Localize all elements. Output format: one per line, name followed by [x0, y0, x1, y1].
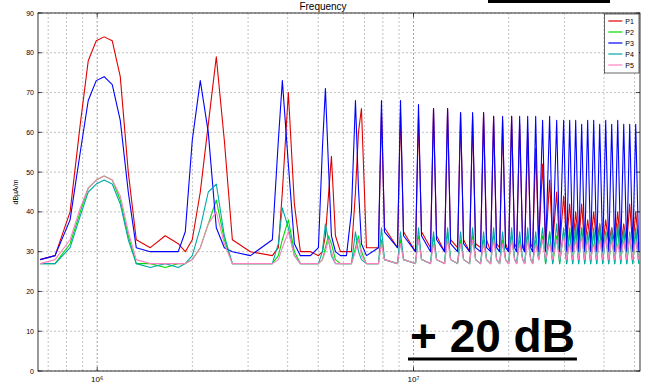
minor-grid-line: [343, 13, 344, 371]
top-bar: [488, 0, 610, 3]
y-tick: [38, 172, 42, 173]
y-tick-label: 20: [26, 288, 34, 295]
y-tick-label: 0: [30, 368, 34, 375]
legend-swatch: [608, 20, 622, 21]
annotation-underline: [408, 358, 577, 361]
annotation: + 20 dB: [410, 310, 575, 362]
grid: [38, 13, 640, 371]
legend-label: P1: [625, 18, 634, 25]
y-tick: [38, 251, 42, 252]
y-tick: [636, 291, 640, 292]
legend-swatch: [608, 42, 622, 43]
series-line: [40, 176, 639, 267]
minor-grid-line: [318, 13, 319, 371]
legend-swatch: [608, 31, 622, 32]
legend-box: [604, 14, 639, 73]
minor-grid-line: [248, 13, 249, 371]
y-tick: [636, 13, 640, 14]
legend-label: P2: [625, 29, 634, 36]
chart-title: Frequency: [299, 1, 346, 12]
legend-swatch: [608, 64, 622, 65]
y-tick: [38, 291, 42, 292]
y-tick: [636, 132, 640, 133]
y-grid-line: [38, 291, 640, 292]
y-tick-label: 70: [26, 89, 34, 96]
y-tick: [38, 92, 42, 93]
series-line: [40, 176, 639, 264]
x-tick-label: 10⁶: [91, 375, 103, 384]
legend-label: P4: [625, 51, 634, 58]
y-tick-label: 80: [26, 49, 34, 56]
y-tick: [636, 211, 640, 212]
x-tick: [97, 367, 98, 371]
y-tick-label: 90: [26, 10, 34, 17]
y-tick: [38, 13, 42, 14]
y-tick: [636, 331, 640, 332]
y-tick-label: 40: [26, 208, 34, 215]
y-grid-line: [38, 52, 640, 53]
legend: P1 P2 P3 P4 P5: [604, 14, 639, 73]
y-tick: [38, 52, 42, 53]
minor-grid-line: [48, 13, 49, 371]
series-line: [40, 180, 639, 268]
minor-grid-line: [287, 13, 288, 371]
x-tick: [97, 13, 98, 17]
y-tick: [38, 211, 42, 212]
y-grid-line: [38, 92, 640, 93]
legend-label: P3: [625, 40, 634, 47]
minor-grid-line: [192, 13, 193, 371]
series-group: [40, 37, 639, 268]
chart: 0 10 20 30 40 50 60 70 80 90 10⁶ 10⁷ Frequency dBµA/m…: [0, 0, 654, 389]
y-tick-label: 10: [26, 328, 34, 335]
y-tick: [636, 251, 640, 252]
y-tick-label: 60: [26, 129, 34, 136]
plot-background: [38, 13, 640, 371]
y-tick-label: 30: [26, 248, 34, 255]
x-tick-label: 10⁷: [408, 375, 420, 384]
y-grid-line: [38, 251, 640, 252]
y-axis-title: dBµA/m: [12, 179, 20, 204]
y-grid-line: [38, 211, 640, 212]
minor-grid-line: [66, 13, 67, 371]
minor-grid-line: [82, 13, 83, 371]
x-grid-line: [97, 13, 98, 371]
plot-frame: [38, 13, 640, 371]
y-tick: [38, 371, 42, 372]
legend-label: P5: [625, 62, 634, 69]
x-tick: [413, 367, 414, 371]
y-tick: [38, 331, 42, 332]
y-tick: [636, 92, 640, 93]
y-tick: [38, 132, 42, 133]
y-tick: [636, 172, 640, 173]
y-tick-label: 50: [26, 169, 34, 176]
x-tick: [413, 13, 414, 17]
y-tick: [636, 371, 640, 372]
legend-swatch: [608, 53, 622, 54]
series-line: [40, 77, 639, 260]
series-line: [40, 37, 639, 260]
